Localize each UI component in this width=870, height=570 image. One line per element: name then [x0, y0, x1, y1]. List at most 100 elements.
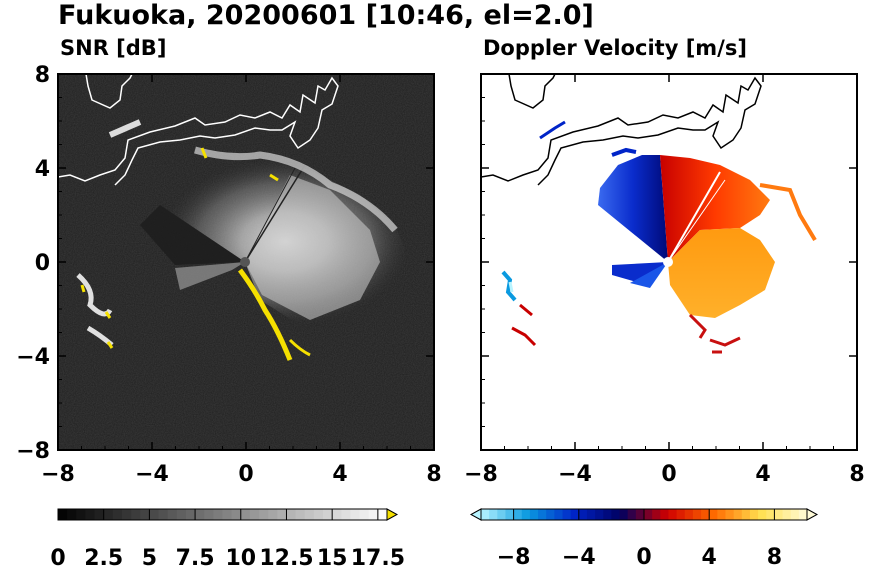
snr-west-echo	[175, 262, 245, 290]
snr-colorbar-swatch	[259, 509, 269, 520]
doppler-colorbar-swatch	[562, 509, 572, 520]
doppler-colorbar-tick-label: −4	[562, 545, 596, 570]
doppler-colorbar-swatch	[505, 509, 515, 520]
snr-colorbar-swatch	[268, 509, 278, 520]
snr-colorbar-swatch	[58, 509, 68, 520]
snr-strong-echo-west	[80, 284, 114, 349]
doppler-receding-south	[668, 228, 775, 318]
snr-colorbar-tick-label: 2.5	[84, 546, 123, 570]
doppler-colorbar-swatch	[595, 509, 604, 520]
snr-colorbar: 0 2.5 5 7.5 10 12.5 15 17.5	[50, 508, 405, 570]
snr-colorbar-swatch	[304, 509, 315, 520]
snr-radial-gap-2	[244, 167, 296, 263]
doppler-north-echo-2	[611, 147, 637, 157]
doppler-colorbar-ticks: −8 −4 0 4 8	[497, 509, 782, 570]
doppler-colorbar-swatch	[644, 509, 653, 520]
snr-colorbar-swatch	[313, 509, 324, 520]
doppler-colorbar-swatch	[586, 509, 596, 520]
snr-colorbar-swatch	[286, 509, 297, 520]
doppler-west-echo-red	[511, 303, 537, 347]
snr-colorbar-swatch	[149, 509, 160, 520]
snr-colorbar-swatch	[295, 509, 306, 520]
doppler-colorbar-swatch	[717, 509, 726, 520]
doppler-colorbar-swatch	[798, 509, 808, 520]
snr-echo-core	[245, 175, 380, 320]
snr-colorbar-swatch	[350, 509, 361, 520]
doppler-receding-south-edge	[688, 313, 707, 339]
doppler-colorbar-extend-low	[469, 508, 482, 521]
snr-colorbar-swatch	[277, 509, 287, 520]
doppler-x-tick-label: 8	[849, 462, 864, 487]
doppler-colorbar-swatch	[652, 509, 661, 520]
doppler-colorbar-tick-label: 4	[702, 545, 717, 570]
doppler-colorbar-tick-label: −8	[497, 545, 531, 570]
doppler-colorbar-swatch	[701, 509, 710, 520]
snr-colorbar-swatch	[131, 509, 141, 520]
doppler-colorbar-swatch	[497, 509, 506, 520]
snr-strong-echo-south-2	[288, 338, 311, 357]
snr-colorbar-swatch	[158, 509, 169, 520]
snr-colorbar-swatch	[213, 509, 223, 520]
snr-colorbar-swatch	[112, 509, 123, 520]
snr-colorbar-swatches	[58, 509, 388, 520]
doppler-colorbar-swatch	[554, 509, 563, 520]
snr-colorbar-tick-label: 5	[142, 546, 157, 570]
doppler-radial-gap-2	[667, 179, 726, 263]
doppler-panel-title: Doppler Velocity [m/s]	[483, 36, 747, 60]
snr-colorbar-swatch	[76, 509, 86, 520]
doppler-colorbar-swatch	[692, 509, 702, 520]
doppler-west-echo	[501, 270, 517, 302]
snr-y-tick-label: 4	[35, 157, 50, 182]
doppler-receding-east	[759, 183, 817, 242]
doppler-colorbar-swatch	[668, 509, 678, 520]
snr-colorbar-swatch	[121, 509, 132, 520]
doppler-x-tick-label: 4	[755, 462, 770, 487]
doppler-colorbar-swatch	[578, 509, 588, 520]
doppler-radar-site	[663, 257, 673, 267]
snr-colorbar-tick-label: 7.5	[176, 546, 215, 570]
snr-blocked-sector	[140, 205, 245, 265]
doppler-colorbar-swatch	[782, 509, 792, 520]
snr-colorbar-swatch	[204, 509, 214, 520]
doppler-colorbar-swatch	[529, 509, 539, 520]
snr-y-tick-label: −4	[16, 345, 50, 370]
snr-radar-site	[240, 257, 250, 267]
snr-x-tick-label: 8	[426, 462, 441, 487]
snr-x-tick-label: −8	[41, 462, 75, 487]
doppler-north-echo	[539, 120, 566, 140]
doppler-colorbar-swatch	[521, 509, 531, 520]
figure-title: Fukuoka, 20200601 [10:46, el=2.0]	[58, 0, 594, 31]
doppler-colorbar-swatches	[481, 509, 808, 520]
snr-axis-ticks: −8 −4 0 4 8 −8 −4 0 4 8	[16, 63, 441, 487]
doppler-colorbar-swatch	[635, 509, 645, 520]
snr-colorbar-ticks: 0 2.5 5 7.5 10 12.5 15 17.5	[50, 509, 405, 570]
snr-colorbar-swatch	[377, 509, 388, 520]
snr-colorbar-tick-label: 17.5	[351, 546, 405, 570]
doppler-colorbar-swatch	[481, 509, 490, 520]
snr-colorbar-swatch	[140, 509, 150, 520]
snr-colorbar-swatch	[167, 509, 178, 520]
snr-colorbar-tick-label: 15	[317, 546, 348, 570]
snr-colorbar-swatch	[323, 509, 333, 520]
snr-x-tick-label: 0	[238, 462, 253, 487]
snr-colorbar-swatch	[359, 509, 370, 520]
doppler-colorbar-swatch	[684, 509, 694, 520]
snr-clutter-arc	[194, 146, 398, 233]
doppler-colorbar-swatch	[627, 509, 637, 520]
doppler-colorbar-swatch	[676, 509, 686, 520]
doppler-approaching-west-2	[630, 262, 668, 288]
doppler-panel: Doppler Velocity [m/s]	[464, 36, 865, 570]
doppler-colorbar-swatch	[774, 509, 784, 520]
doppler-receding-sector	[660, 155, 770, 262]
snr-coastline-island	[85, 74, 133, 109]
snr-colorbar-swatch	[185, 509, 196, 520]
doppler-colorbar-swatch	[660, 509, 669, 520]
doppler-colorbar-swatch	[749, 509, 759, 520]
snr-colorbar-extend-arrow	[386, 508, 399, 521]
snr-y-tick-label: 0	[35, 251, 50, 276]
snr-colorbar-swatch	[249, 509, 260, 520]
snr-colorbar-swatch	[222, 509, 233, 520]
snr-x-tick-label: −4	[135, 462, 169, 487]
snr-colorbar-tick-label: 10	[225, 546, 256, 570]
